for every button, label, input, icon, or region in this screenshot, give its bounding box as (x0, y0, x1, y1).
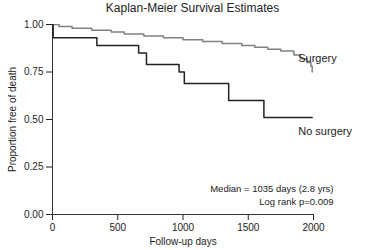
svg-text:Median = 1035 days (2.8 yrs): Median = 1035 days (2.8 yrs) (210, 183, 333, 194)
svg-text:1000: 1000 (172, 222, 195, 233)
svg-text:Proportion free of death: Proportion free of death (7, 67, 18, 172)
svg-text:0: 0 (50, 222, 56, 233)
svg-text:0.25: 0.25 (24, 161, 44, 172)
svg-text:1.00: 1.00 (24, 19, 44, 30)
svg-text:No surgery: No surgery (298, 125, 352, 137)
svg-text:Surgery: Surgery (298, 52, 337, 64)
svg-text:Follow-up days: Follow-up days (149, 236, 216, 247)
svg-text:0.75: 0.75 (24, 66, 44, 77)
svg-text:2000: 2000 (302, 222, 325, 233)
svg-text:500: 500 (109, 222, 126, 233)
svg-text:Log rank p=0.009: Log rank p=0.009 (259, 196, 333, 207)
svg-text:0.50: 0.50 (24, 114, 44, 125)
svg-text:1500: 1500 (237, 222, 260, 233)
svg-text:0.00: 0.00 (24, 209, 44, 220)
html-text:Kaplan-Meier Survival Estimate: Kaplan-Meier Survival Estimates (105, 1, 280, 15)
